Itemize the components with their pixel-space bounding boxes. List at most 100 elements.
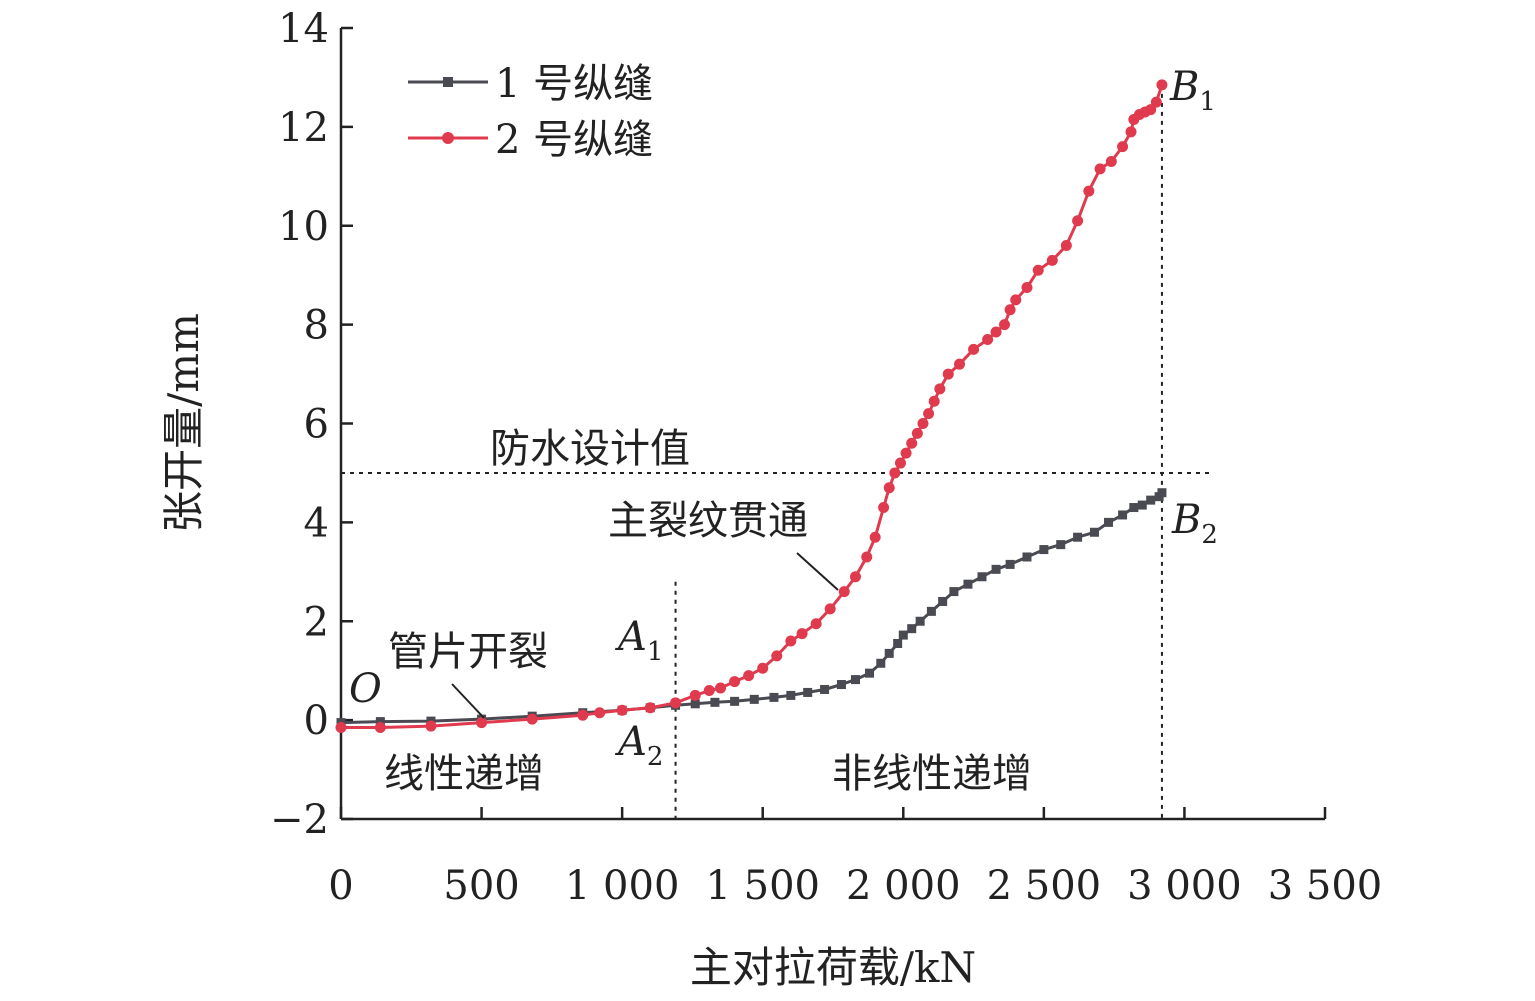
- data-point: [1129, 503, 1139, 513]
- legend-marker-series-2: [442, 132, 454, 144]
- data-point: [911, 427, 923, 439]
- legend-label-series-2: 2 号纵缝: [495, 117, 653, 163]
- x-tick-label: 3 000: [1127, 863, 1242, 909]
- data-point: [990, 326, 1002, 338]
- data-point: [796, 628, 808, 640]
- data-point: [861, 551, 873, 563]
- x-tick-label: 0: [328, 863, 353, 909]
- label-b2: B2: [1171, 497, 1218, 550]
- annotation-segment-crack: 管片开裂: [388, 629, 548, 675]
- data-point: [900, 447, 912, 459]
- x-ticks: 0 500 1 000 1 500 2 000 2 500 3 000 3 500: [328, 807, 1382, 909]
- data-point: [803, 687, 813, 697]
- data-point: [991, 564, 1001, 574]
- annotation-main-crack: 主裂纹贯通: [608, 498, 808, 544]
- data-point: [577, 709, 589, 721]
- data-point: [769, 692, 779, 702]
- data-point: [968, 343, 980, 355]
- data-point: [1094, 163, 1106, 175]
- data-point: [942, 368, 954, 380]
- data-point: [820, 684, 830, 694]
- label-b1: B1: [1169, 64, 1216, 117]
- data-point: [670, 697, 682, 709]
- data-point: [1104, 517, 1114, 527]
- x-tick-label: 1 500: [705, 863, 820, 909]
- y-tick-label: 4: [304, 500, 329, 546]
- data-point: [889, 467, 901, 479]
- data-point: [917, 418, 929, 429]
- data-point: [1117, 141, 1129, 153]
- data-point: [926, 606, 936, 616]
- data-point: [703, 684, 715, 696]
- y-tick-label: 8: [304, 303, 329, 349]
- data-point: [1046, 254, 1058, 266]
- annotation-linear: 线性递增: [384, 751, 544, 797]
- data-point: [1072, 215, 1084, 227]
- y-tick-label: 14: [278, 6, 329, 52]
- data-point: [1021, 282, 1033, 294]
- data-point: [375, 717, 385, 727]
- data-point: [998, 319, 1010, 331]
- data-point: [1005, 559, 1015, 569]
- data-point: [949, 587, 959, 597]
- data-point: [869, 531, 881, 543]
- data-point: [1157, 488, 1167, 498]
- data-point: [743, 670, 755, 682]
- leader-segment-crack: [451, 683, 485, 719]
- data-point: [526, 713, 538, 725]
- data-point: [786, 690, 796, 700]
- data-point: [374, 722, 386, 734]
- series-2: [335, 79, 1168, 734]
- data-point: [476, 717, 488, 729]
- data-point: [1010, 294, 1022, 306]
- data-point: [594, 707, 606, 719]
- data-point: [749, 694, 759, 704]
- data-point: [810, 618, 822, 630]
- data-point: [729, 676, 741, 688]
- data-point: [923, 408, 935, 420]
- y-tick-label: 0: [304, 698, 329, 744]
- x-tick-label: 3 500: [1268, 863, 1383, 909]
- y-tick-label: 10: [278, 204, 329, 250]
- data-point: [335, 722, 347, 734]
- y-axis-title: 张开量/mm: [159, 313, 208, 533]
- y-tick-label: 2: [304, 599, 329, 645]
- data-point: [977, 572, 987, 582]
- data-point: [963, 579, 973, 589]
- data-point: [865, 668, 875, 678]
- data-point: [1073, 532, 1083, 542]
- y-tick-label: 12: [278, 105, 329, 151]
- data-point: [644, 702, 656, 714]
- data-point: [1022, 552, 1032, 562]
- data-point: [836, 680, 846, 690]
- reference-lines: [341, 84, 1213, 819]
- leader-main-crack: [796, 552, 839, 591]
- data-point: [898, 630, 908, 640]
- y-ticks: −2 0 2 4 6 8 10 12 14: [270, 6, 353, 843]
- data-point: [928, 395, 940, 407]
- data-point: [1156, 79, 1168, 91]
- legend: 1 号纵缝 2 号纵缝: [408, 61, 653, 163]
- data-point: [710, 697, 720, 707]
- data-point: [1056, 540, 1066, 550]
- data-point: [934, 383, 946, 395]
- data-point: [906, 437, 918, 449]
- data-point: [1125, 126, 1137, 138]
- data-point: [1039, 545, 1049, 555]
- x-tick-label: 2 500: [987, 863, 1102, 909]
- data-point: [954, 358, 966, 370]
- data-point: [1137, 500, 1147, 510]
- legend-label-series-1: 1 号纵缝: [495, 61, 653, 107]
- data-point: [1105, 155, 1117, 167]
- data-point: [771, 650, 783, 662]
- data-point: [757, 662, 769, 674]
- data-point: [616, 704, 628, 716]
- label-a1: A1: [614, 614, 663, 667]
- data-point: [907, 624, 917, 634]
- legend-marker-series-1: [443, 77, 453, 87]
- data-point: [894, 457, 906, 469]
- x-tick-label: 1 000: [565, 863, 680, 909]
- data-point: [1150, 96, 1162, 108]
- data-point: [850, 675, 860, 685]
